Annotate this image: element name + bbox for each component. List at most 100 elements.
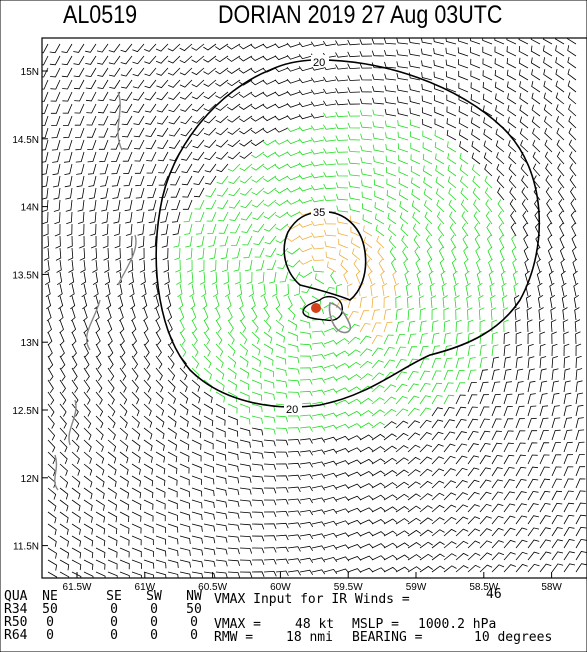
wind-barb: [130, 295, 136, 310]
wind-barb: [83, 319, 89, 334]
wind-barb: [263, 511, 277, 518]
wind-barb: [384, 49, 397, 57]
wind-barb: [418, 295, 425, 309]
wind-barb: [461, 211, 469, 225]
wind-barb: [372, 144, 385, 153]
wind-barb: [77, 187, 85, 200]
wind-barb: [131, 427, 141, 440]
wind-barb: [128, 271, 134, 285]
wind-barb: [239, 355, 249, 368]
wind-barb: [476, 258, 481, 273]
wind-barb: [359, 322, 371, 333]
wind-barb: [179, 307, 185, 322]
wind-barb: [359, 86, 373, 93]
wind-barb: [396, 73, 409, 81]
wind-barb: [434, 130, 445, 141]
wind-barb: [58, 295, 64, 310]
wind-barb: [62, 79, 73, 90]
wind-barb: [250, 79, 265, 86]
wind-barb: [256, 259, 265, 271]
wind-barb: [395, 346, 406, 357]
wind-barb: [455, 528, 469, 537]
wind-barb: [47, 559, 58, 571]
wind-barb: [567, 56, 577, 69]
wind-barb: [416, 270, 422, 285]
wind-barb: [274, 79, 289, 85]
wind-barb: [347, 507, 362, 513]
wind-barb: [117, 283, 123, 298]
wind-barb: [371, 397, 385, 405]
wind-barb: [498, 210, 505, 225]
wind-barb: [335, 158, 349, 165]
wind-barb: [431, 541, 445, 549]
wind-barb: [563, 392, 572, 405]
wind-barb: [107, 499, 118, 511]
wind-barb: [421, 83, 433, 93]
wind-barb: [311, 232, 325, 238]
wind-barb: [119, 427, 128, 440]
wind-barb: [323, 171, 337, 178]
wind-barb: [457, 47, 469, 57]
rmw-label: RMW =: [214, 630, 254, 645]
wind-barb: [298, 259, 313, 265]
wind-barb: [108, 43, 121, 53]
wind-barb: [133, 127, 145, 138]
wind-barb: [143, 511, 154, 522]
wind-barb: [347, 87, 361, 93]
wind-barb: [92, 271, 99, 286]
wind-barb: [179, 319, 185, 334]
wind-barb: [433, 71, 445, 81]
wind-barb: [125, 211, 133, 224]
wind-barb: [165, 283, 171, 298]
wind-barb: [397, 120, 409, 129]
wind-barb: [479, 540, 493, 549]
wind-barb: [407, 456, 421, 465]
wind-barb: [470, 58, 481, 69]
wind-barb: [410, 154, 421, 165]
wind-barb: [336, 193, 349, 201]
wind-barb: [239, 427, 251, 437]
wind-barb: [215, 559, 228, 567]
wind-barb: [556, 139, 565, 153]
wind-barb: [61, 67, 73, 78]
wind-barb: [483, 117, 493, 129]
wind-barb: [453, 282, 459, 297]
wind-barb: [395, 530, 410, 537]
wind-barb: [507, 105, 517, 117]
wind-barb: [47, 547, 57, 559]
wind-barb: [482, 58, 493, 69]
wind-barb: [299, 557, 314, 564]
wind-barb: [347, 447, 362, 453]
wind-barb: [372, 132, 385, 141]
wind-barb: [131, 391, 140, 405]
wind-barb: [167, 439, 178, 451]
wind-barb: [563, 490, 574, 501]
wind-barb: [349, 215, 361, 225]
wind-barb: [143, 547, 154, 557]
wind-barb: [491, 454, 503, 465]
wind-barb: [71, 403, 79, 417]
wind-barb: [545, 187, 553, 201]
wind-barb: [107, 451, 117, 464]
wind-barb: [239, 379, 250, 390]
wind-barb: [149, 223, 157, 236]
wind-barb: [407, 333, 417, 345]
wind-barb: [419, 444, 433, 453]
wind-barb: [191, 559, 204, 568]
wind-barb: [419, 419, 432, 429]
wind-barb: [213, 283, 219, 298]
wind-barb: [323, 352, 338, 358]
wind-barb: [362, 214, 373, 225]
wind-barb: [310, 77, 325, 83]
wind-barb: [499, 246, 505, 261]
wind-barb: [51, 127, 61, 139]
wind-barb: [510, 210, 517, 225]
wind-barb: [491, 467, 503, 477]
wind-barb: [407, 295, 413, 309]
wind-barb: [515, 551, 528, 561]
wind-barb: [551, 343, 558, 357]
wind-barb: [467, 394, 478, 405]
wind-barb: [419, 565, 433, 573]
wind-barb: [479, 381, 489, 393]
wind-barb: [107, 379, 115, 393]
